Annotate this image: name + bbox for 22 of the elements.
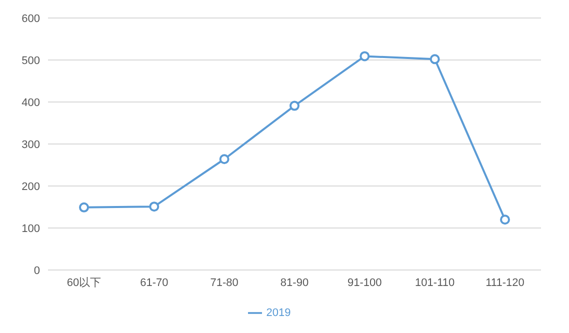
legend-label: 2019 [266, 306, 291, 319]
y-tick-label: 600 [22, 12, 40, 25]
x-tick-label: 81-90 [280, 276, 309, 289]
point [430, 54, 440, 64]
x-tick-label: 61-70 [140, 276, 168, 289]
x-tick-label: 91-100 [348, 276, 382, 289]
point [360, 51, 370, 62]
x-tick-label: 71-80 [210, 276, 238, 289]
point [219, 154, 230, 164]
x-tick-label: 111-120 [486, 276, 524, 289]
y-tick-label: 200 [22, 180, 40, 193]
point [500, 214, 510, 225]
point [149, 202, 160, 212]
x-tick-label: 101-110 [415, 276, 455, 289]
y-tick-label: 400 [22, 96, 40, 109]
y-tick-label: 300 [22, 138, 40, 151]
x-tick-label: 60以下 [66, 276, 102, 289]
y-tick-label: 100 [22, 222, 40, 235]
y-tick-label: 500 [22, 54, 40, 67]
point [290, 100, 300, 111]
point [79, 202, 89, 212]
y-tick-label: 0 [34, 264, 40, 277]
